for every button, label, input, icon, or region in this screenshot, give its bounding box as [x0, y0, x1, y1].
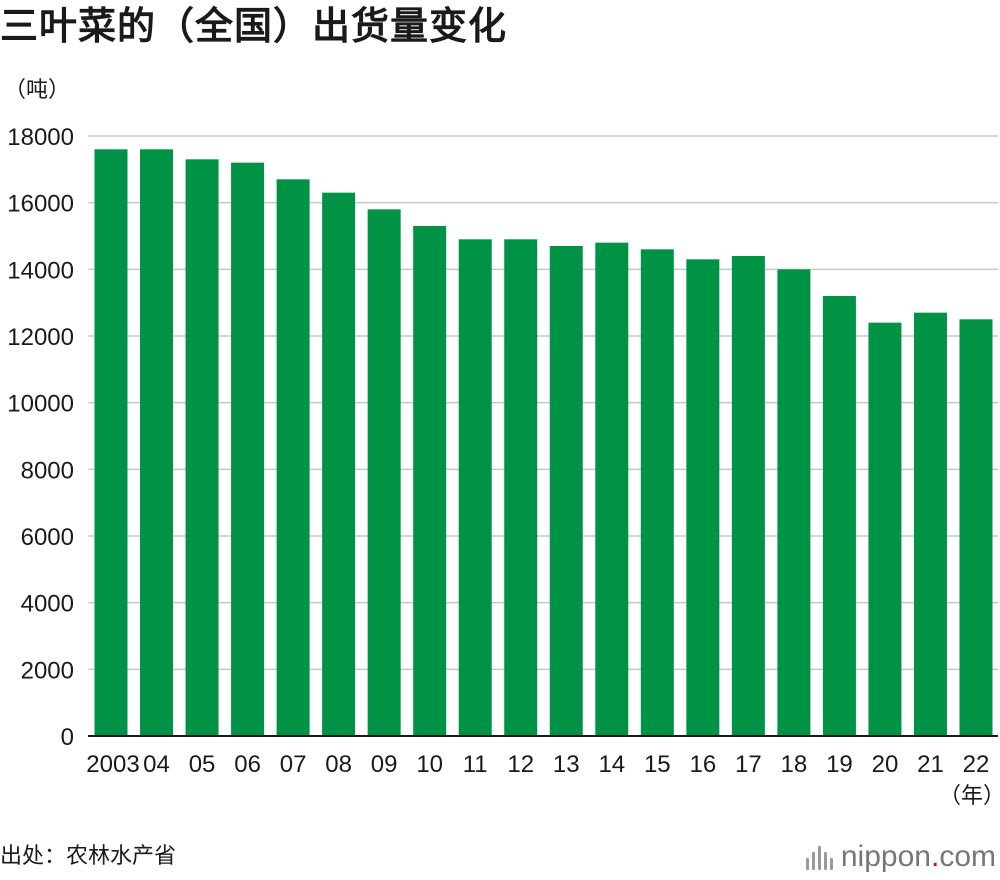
bar	[94, 149, 128, 737]
bar	[231, 162, 265, 736]
nippon-bars-icon	[805, 844, 833, 870]
x-tick-label: 12	[507, 751, 534, 778]
bar	[458, 239, 492, 737]
x-tick-label: 15	[644, 751, 671, 778]
y-tick-label: 18000	[7, 124, 74, 151]
y-tick-label: 4000	[21, 591, 74, 618]
bar	[777, 269, 811, 736]
y-tick-label: 8000	[21, 457, 74, 484]
y-tick-label: 14000	[7, 257, 74, 284]
x-tick-label: 20	[872, 751, 899, 778]
bar	[686, 259, 720, 736]
logo-text-main: nippon	[840, 840, 931, 873]
x-tick-label: 22	[963, 751, 990, 778]
bar	[868, 322, 902, 736]
bar	[595, 242, 629, 736]
x-tick-label: 04	[143, 751, 170, 778]
x-tick-label: 16	[689, 751, 716, 778]
source-note: 出处：农林水产省	[0, 844, 177, 869]
bar	[959, 319, 993, 736]
y-tick-label: 2000	[21, 657, 74, 684]
x-tick-label: 21	[917, 751, 944, 778]
x-axis-unit-label: （年）	[939, 783, 1000, 808]
y-tick-label: 6000	[21, 524, 74, 551]
y-tick-label: 12000	[7, 324, 74, 351]
nippon-logo: nippon. com	[805, 840, 996, 874]
x-tick-label: 13	[553, 751, 580, 778]
bar	[367, 209, 401, 737]
bar	[822, 296, 856, 736]
y-tick-label: 16000	[7, 191, 74, 218]
bar	[140, 149, 174, 737]
x-tick-label: 14	[598, 751, 625, 778]
bar	[731, 256, 765, 736]
bar	[276, 179, 310, 737]
x-tick-label: 06	[234, 751, 261, 778]
logo-dot: .	[930, 840, 940, 873]
bar	[413, 226, 447, 736]
x-tick-label: 19	[826, 751, 853, 778]
x-tick-label: 11	[463, 751, 488, 778]
y-tick-label: 0	[61, 724, 74, 751]
x-tick-label: 05	[189, 751, 216, 778]
bar	[185, 159, 219, 737]
x-tick-label: 10	[416, 751, 443, 778]
bar	[504, 239, 538, 737]
bar	[549, 246, 583, 736]
chart-title: 三叶菜的（全国）出货量变化	[0, 4, 508, 48]
logo-text-tail: com	[939, 840, 996, 873]
y-tick-label: 10000	[7, 391, 74, 418]
bar	[913, 312, 947, 736]
x-tick-label: 07	[280, 751, 307, 778]
x-tick-label: 17	[735, 751, 762, 778]
x-tick-label: 2003	[86, 751, 139, 778]
x-tick-label: 08	[325, 751, 352, 778]
x-tick-label: 18	[781, 751, 808, 778]
y-axis-unit-label: （吨）	[4, 78, 71, 103]
x-tick-label: 09	[371, 751, 398, 778]
bar	[640, 249, 674, 737]
bar	[322, 192, 356, 736]
